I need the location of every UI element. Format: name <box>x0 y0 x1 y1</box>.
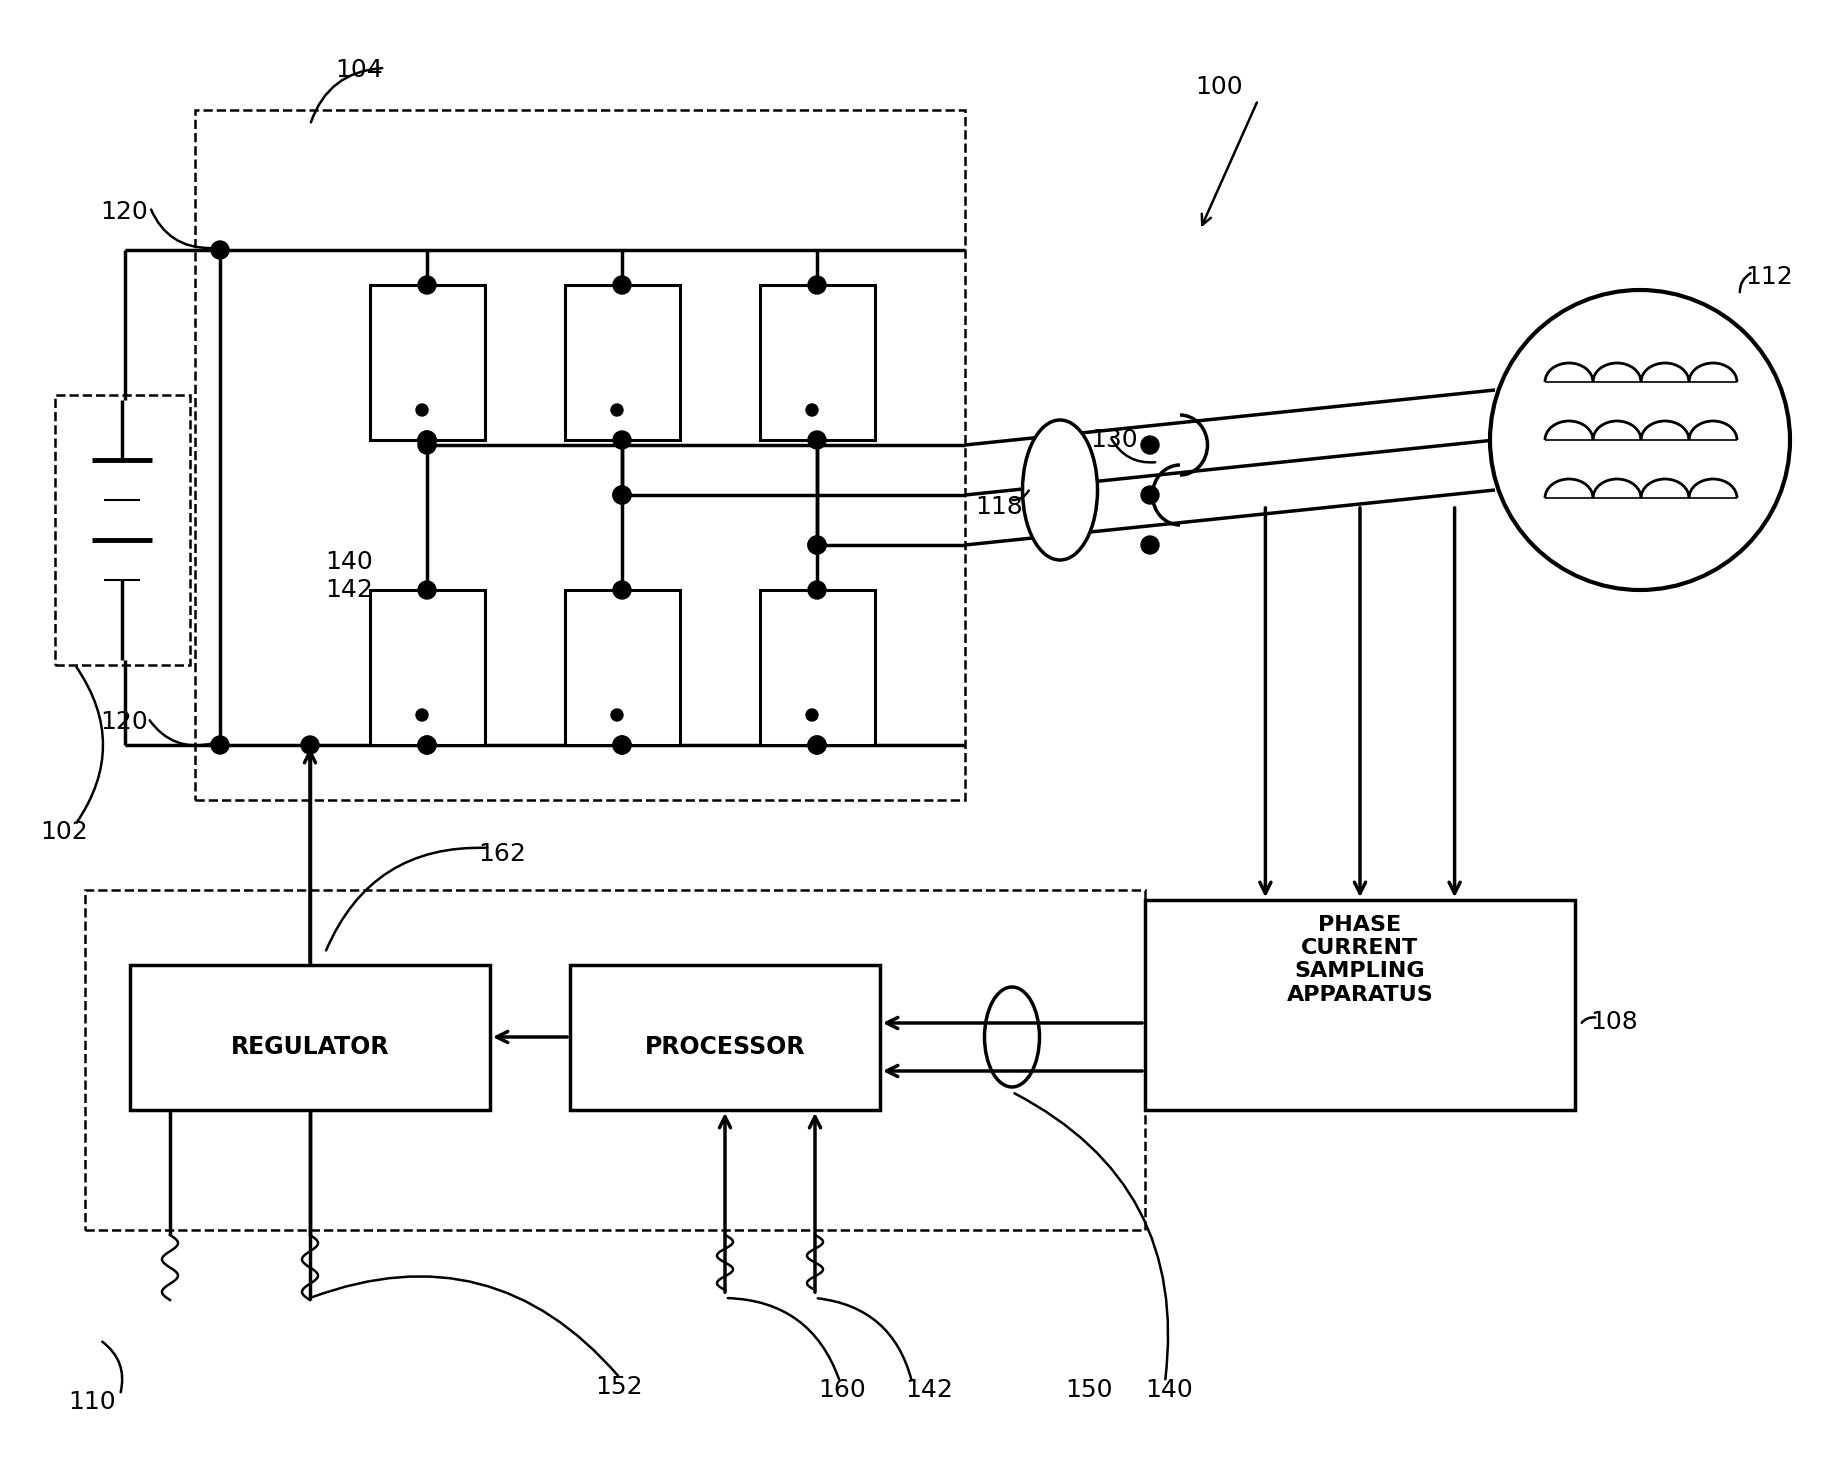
Bar <box>195 109 966 800</box>
Text: 152: 152 <box>595 1375 643 1400</box>
Circle shape <box>808 276 826 294</box>
Text: 150: 150 <box>1065 1377 1113 1403</box>
Circle shape <box>211 736 230 754</box>
Bar <box>371 590 485 745</box>
Circle shape <box>1140 537 1159 554</box>
Text: 140: 140 <box>1146 1377 1193 1403</box>
Circle shape <box>806 709 819 721</box>
Text: 162: 162 <box>477 842 525 866</box>
Bar <box>55 395 189 665</box>
Circle shape <box>613 736 632 754</box>
Circle shape <box>419 432 435 449</box>
Text: 112: 112 <box>1744 265 1792 290</box>
Circle shape <box>808 537 826 554</box>
Bar <box>1146 900 1575 1110</box>
Circle shape <box>419 736 435 754</box>
Text: 160: 160 <box>819 1377 867 1403</box>
Text: 100: 100 <box>1195 75 1243 99</box>
Text: REGULATOR: REGULATOR <box>231 1035 389 1060</box>
Text: 142: 142 <box>905 1377 953 1403</box>
Bar <box>760 590 876 745</box>
Bar <box>130 965 490 1110</box>
Circle shape <box>211 241 230 259</box>
Circle shape <box>611 403 622 415</box>
Circle shape <box>613 486 632 504</box>
Bar <box>569 965 879 1110</box>
Circle shape <box>611 709 622 721</box>
Circle shape <box>613 486 632 504</box>
Circle shape <box>613 581 632 599</box>
Ellipse shape <box>1023 420 1098 560</box>
Circle shape <box>613 432 632 449</box>
Text: 104: 104 <box>334 58 382 81</box>
Circle shape <box>808 432 826 449</box>
Circle shape <box>419 276 435 294</box>
Text: 102: 102 <box>40 820 88 844</box>
Text: 120: 120 <box>99 709 147 735</box>
Circle shape <box>419 581 435 599</box>
Circle shape <box>613 276 632 294</box>
Text: PHASE
CURRENT
SAMPLING
APPARATUS: PHASE CURRENT SAMPLING APPARATUS <box>1287 915 1434 1005</box>
Circle shape <box>1140 486 1159 504</box>
Circle shape <box>419 432 435 449</box>
Text: 140: 140 <box>325 550 373 573</box>
Circle shape <box>808 537 826 554</box>
Bar <box>84 890 1146 1230</box>
Text: 142: 142 <box>325 578 373 602</box>
Bar <box>371 285 485 440</box>
Circle shape <box>808 736 826 754</box>
Text: PROCESSOR: PROCESSOR <box>644 1035 806 1060</box>
Circle shape <box>1491 290 1790 590</box>
Text: 120: 120 <box>99 200 147 225</box>
Bar <box>565 590 679 745</box>
Circle shape <box>417 403 428 415</box>
Circle shape <box>301 736 319 754</box>
Circle shape <box>419 436 435 454</box>
Bar <box>760 285 876 440</box>
Circle shape <box>806 403 819 415</box>
Circle shape <box>808 736 826 754</box>
Circle shape <box>808 581 826 599</box>
Text: 110: 110 <box>68 1389 116 1414</box>
Circle shape <box>613 736 632 754</box>
Circle shape <box>1140 436 1159 454</box>
Circle shape <box>417 709 428 721</box>
Text: 118: 118 <box>975 495 1023 519</box>
Ellipse shape <box>984 987 1039 1086</box>
Bar <box>565 285 679 440</box>
Text: 130: 130 <box>1091 429 1138 452</box>
Text: 108: 108 <box>1590 1009 1638 1035</box>
Circle shape <box>419 736 435 754</box>
